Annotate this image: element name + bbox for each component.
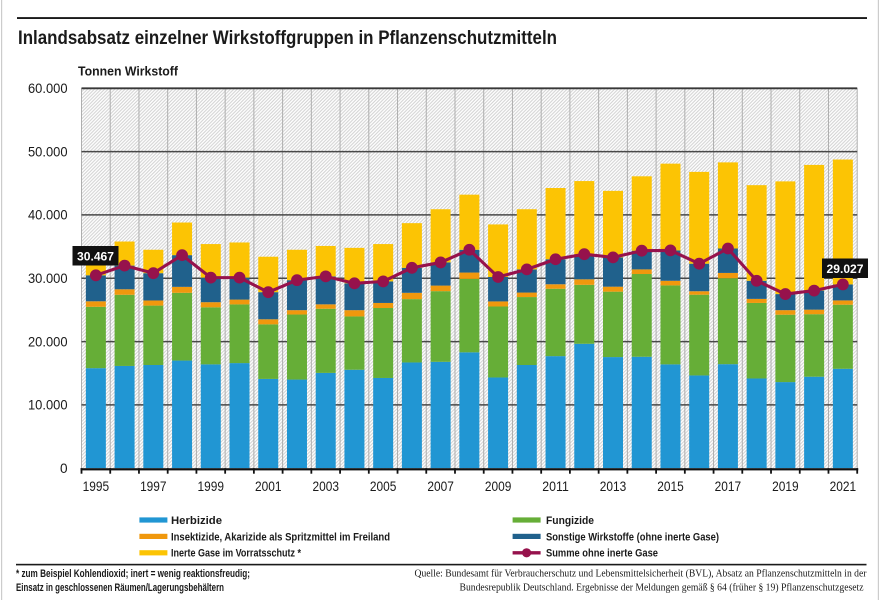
svg-text:50.000: 50.000 (28, 144, 68, 159)
svg-text:Quelle: Bundesamt für Verbrauc: Quelle: Bundesamt für Verbraucherschutz … (415, 569, 867, 580)
svg-text:10.000: 10.000 (28, 398, 68, 413)
svg-text:Herbizide: Herbizide (171, 515, 222, 527)
svg-text:1999: 1999 (198, 479, 225, 494)
svg-text:2003: 2003 (312, 479, 339, 494)
svg-text:Bundesrepublik Deutschland. Er: Bundesrepublik Deutschland. Ergebnisse d… (460, 583, 864, 594)
svg-text:2011: 2011 (542, 479, 569, 494)
svg-text:2017: 2017 (715, 479, 742, 494)
svg-text:60.000: 60.000 (28, 81, 68, 96)
svg-text:2007: 2007 (427, 479, 454, 494)
svg-text:2001: 2001 (255, 479, 282, 494)
svg-text:* zum Beispiel Kohlendioxid; i: * zum Beispiel Kohlendioxid; inert = wen… (16, 568, 250, 580)
svg-text:2015: 2015 (657, 479, 684, 494)
svg-text:Inlandsabsatz einzelner Wirkst: Inlandsabsatz einzelner Wirkstoffgruppen… (18, 28, 557, 49)
svg-text:Einsatz in geschlossenen Räume: Einsatz in geschlossenen Räumen/Lagerung… (16, 582, 224, 594)
svg-text:2019: 2019 (772, 479, 799, 494)
svg-text:0: 0 (60, 461, 68, 476)
svg-text:30.000: 30.000 (28, 271, 68, 286)
svg-text:20.000: 20.000 (28, 334, 68, 349)
svg-text:2021: 2021 (830, 479, 857, 494)
svg-text:30.467: 30.467 (77, 250, 114, 264)
svg-text:2009: 2009 (485, 479, 512, 494)
svg-text:Summe ohne inerte Gase: Summe ohne inerte Gase (546, 548, 658, 560)
svg-text:Inerte Gase im Vorratsschutz *: Inerte Gase im Vorratsschutz * (171, 548, 302, 560)
svg-text:40.000: 40.000 (28, 208, 68, 223)
svg-text:1997: 1997 (140, 479, 167, 494)
svg-text:2013: 2013 (600, 479, 627, 494)
svg-text:Tonnen Wirkstoff: Tonnen Wirkstoff (78, 64, 179, 79)
svg-text:Insektizide, Akarizide als Spr: Insektizide, Akarizide als Spritzmittel … (171, 531, 390, 543)
svg-text:Fungizide: Fungizide (546, 515, 594, 527)
svg-text:Sonstige Wirkstoffe (ohne ine: Sonstige Wirkstoffe (ohne inerte Gase) (546, 531, 719, 543)
svg-text:2005: 2005 (370, 479, 397, 494)
svg-text:1995: 1995 (83, 479, 110, 494)
svg-text:29.027: 29.027 (827, 262, 864, 276)
